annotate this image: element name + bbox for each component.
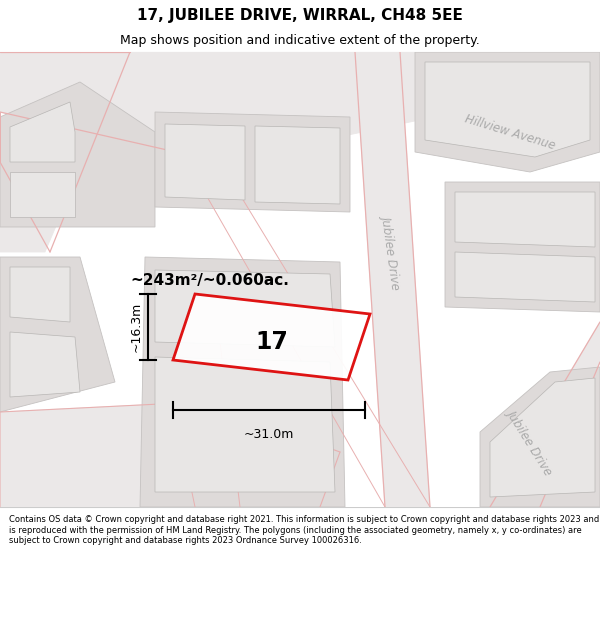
Text: ~243m²/~0.060ac.: ~243m²/~0.060ac. xyxy=(130,272,289,288)
Text: 17: 17 xyxy=(255,330,288,354)
Polygon shape xyxy=(455,252,595,302)
Polygon shape xyxy=(255,126,340,204)
Polygon shape xyxy=(10,102,75,162)
Text: Map shows position and indicative extent of the property.: Map shows position and indicative extent… xyxy=(120,34,480,47)
Polygon shape xyxy=(0,52,600,167)
Polygon shape xyxy=(0,52,130,252)
Polygon shape xyxy=(165,124,245,200)
Polygon shape xyxy=(425,62,590,157)
Text: ~16.3m: ~16.3m xyxy=(130,302,143,352)
Polygon shape xyxy=(445,182,600,312)
Polygon shape xyxy=(10,332,80,397)
Text: 17, JUBILEE DRIVE, WIRRAL, CH48 5EE: 17, JUBILEE DRIVE, WIRRAL, CH48 5EE xyxy=(137,8,463,23)
Polygon shape xyxy=(415,52,600,172)
Polygon shape xyxy=(173,294,370,380)
Text: Jubilee Drive: Jubilee Drive xyxy=(505,407,555,477)
Polygon shape xyxy=(140,257,345,507)
Polygon shape xyxy=(355,52,430,507)
Polygon shape xyxy=(10,267,70,322)
Polygon shape xyxy=(455,192,595,247)
Polygon shape xyxy=(155,112,350,212)
Polygon shape xyxy=(165,342,240,507)
Polygon shape xyxy=(155,270,335,347)
Polygon shape xyxy=(0,257,115,412)
Text: Contains OS data © Crown copyright and database right 2021. This information is : Contains OS data © Crown copyright and d… xyxy=(9,515,599,545)
Text: Hillview Avenue: Hillview Avenue xyxy=(463,112,557,152)
Polygon shape xyxy=(490,378,595,497)
Polygon shape xyxy=(0,402,340,507)
Polygon shape xyxy=(10,172,75,217)
Polygon shape xyxy=(490,322,600,507)
Polygon shape xyxy=(480,367,600,507)
Polygon shape xyxy=(0,82,155,227)
Polygon shape xyxy=(155,357,335,492)
Text: Jubilee Drive: Jubilee Drive xyxy=(380,214,404,290)
Text: ~31.0m: ~31.0m xyxy=(244,428,294,441)
